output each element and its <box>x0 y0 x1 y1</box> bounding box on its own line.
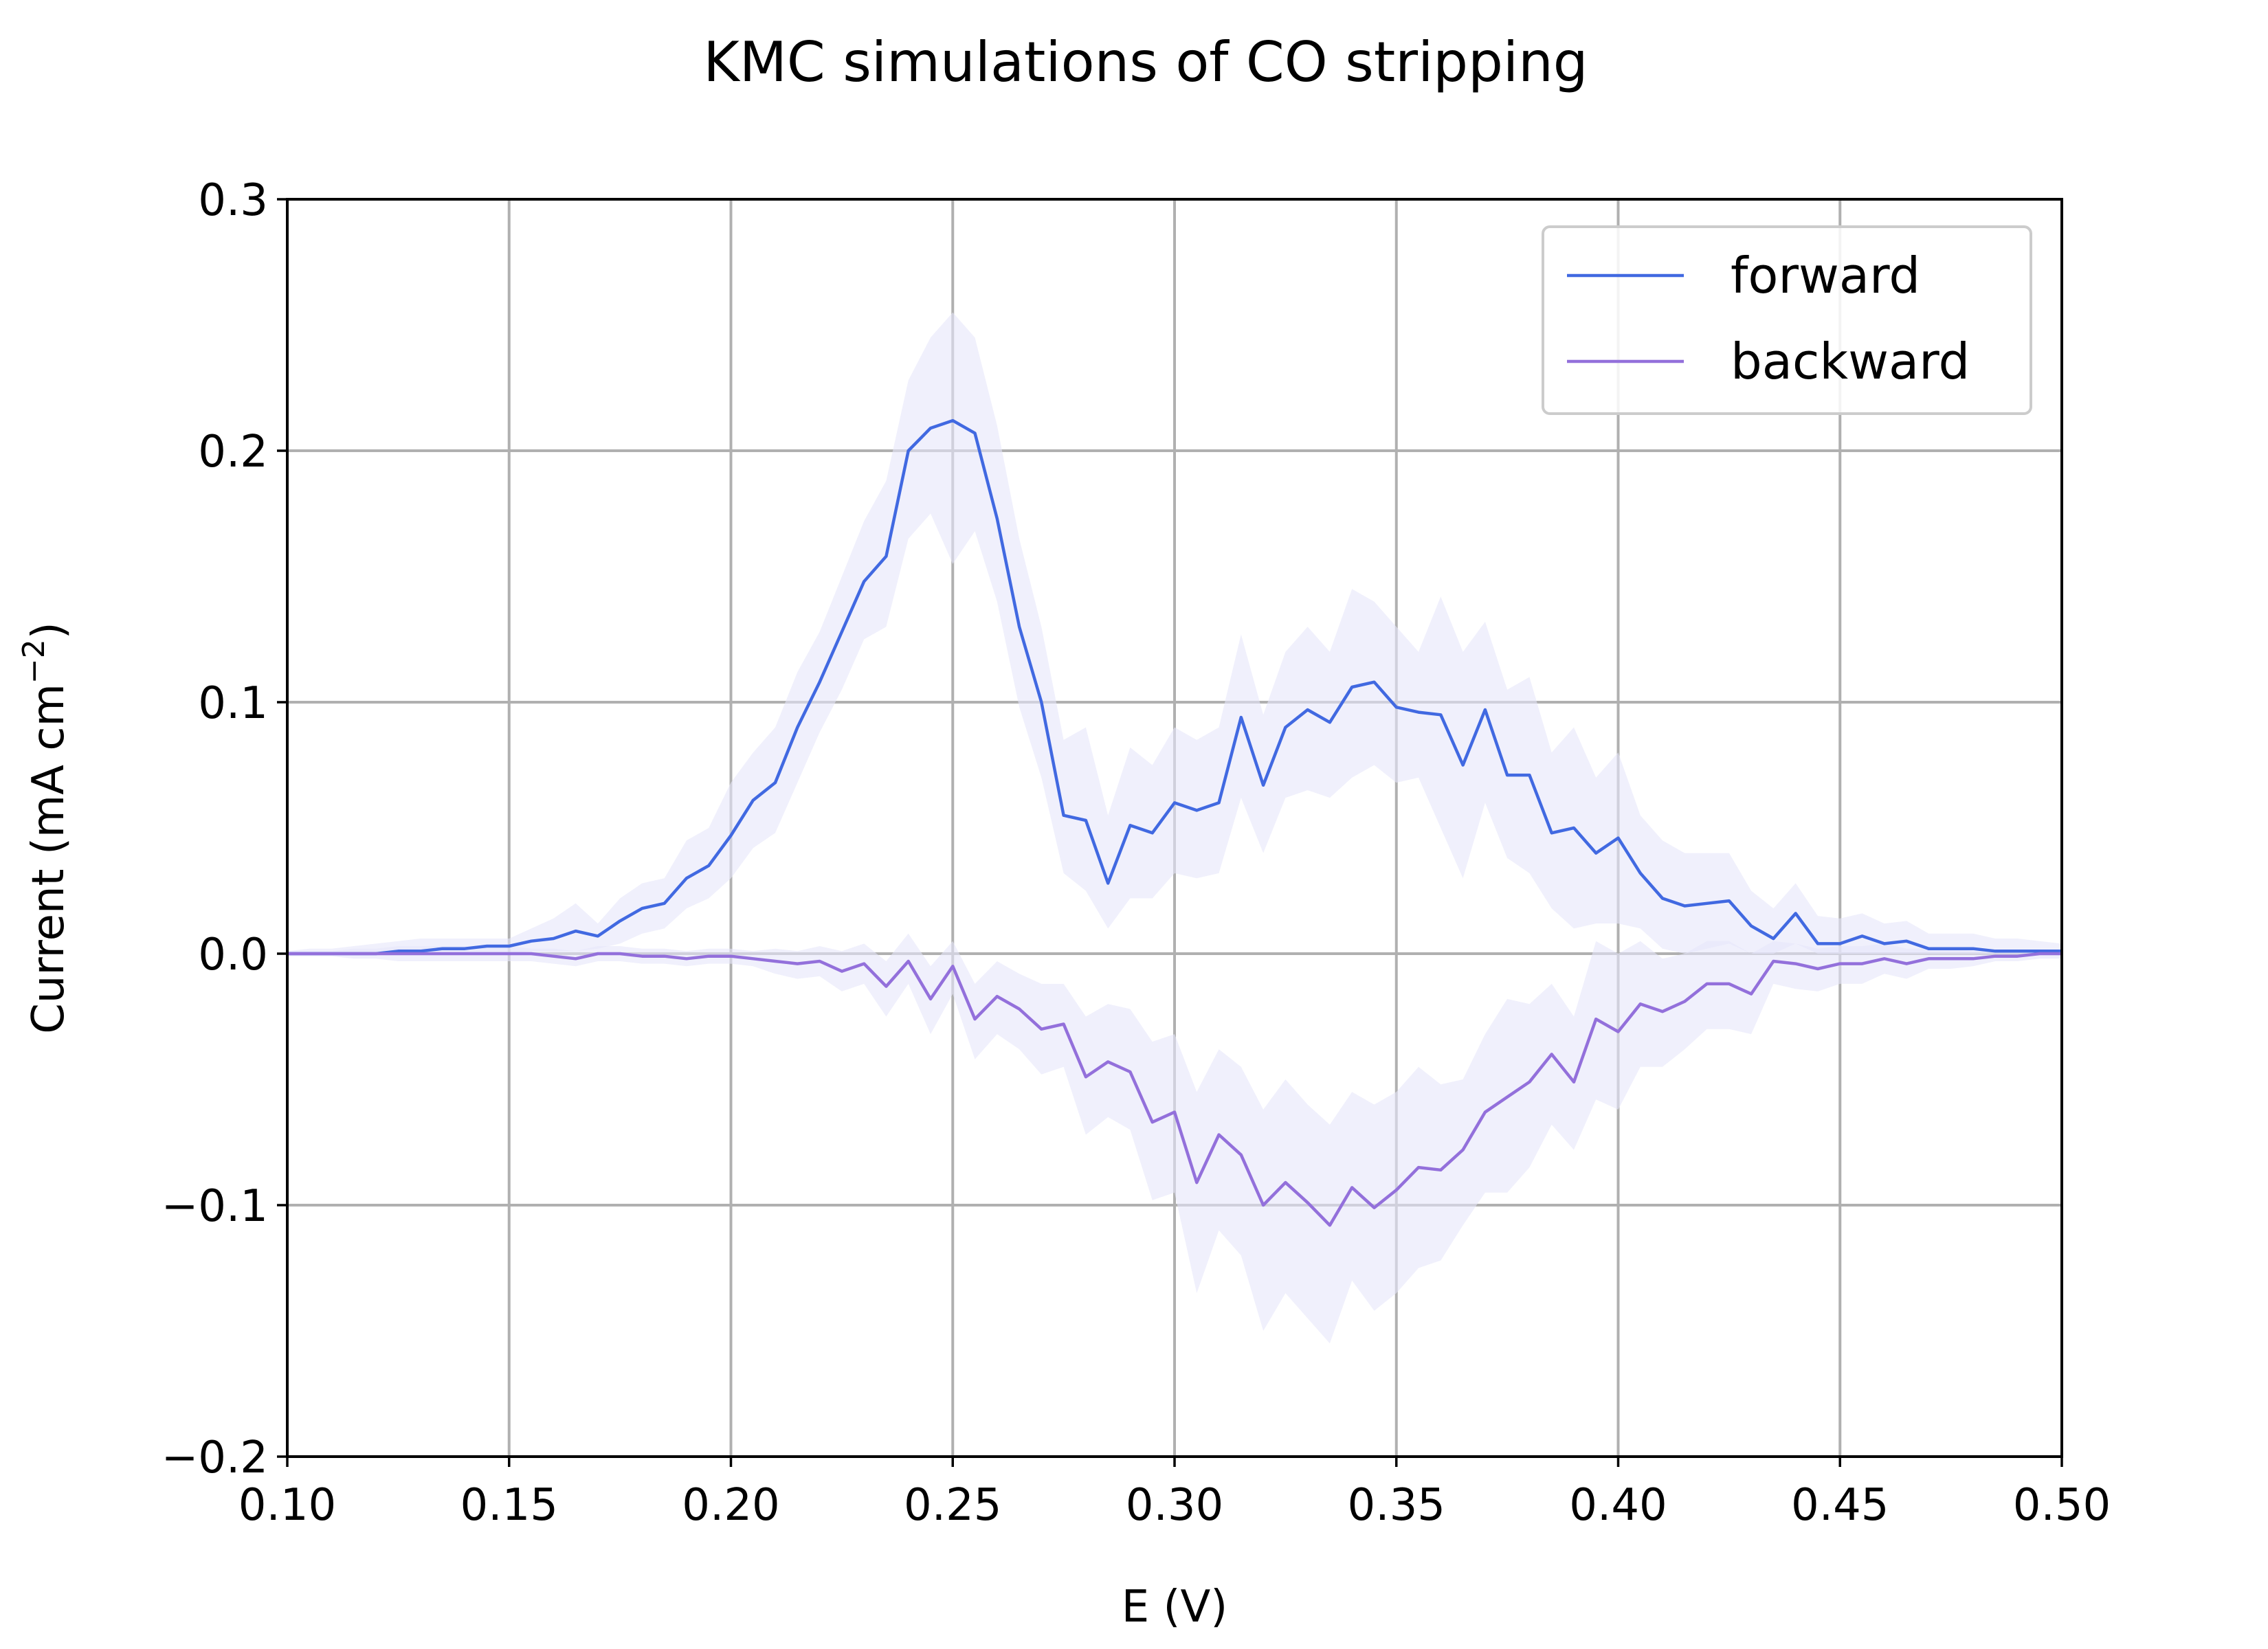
y-axis-label-close: ) <box>23 622 74 639</box>
y-axis-ticks: −0.2 −0.1 0.0 0.1 0.2 0.3 <box>162 175 287 1483</box>
band-backward <box>287 933 2062 1344</box>
x-tick-label-3: 0.25 <box>904 1480 1002 1531</box>
y-tick-label-0: −0.2 <box>162 1433 268 1483</box>
y-axis-label: Current (mA cm−2) <box>16 622 74 1034</box>
confidence-bands <box>287 312 2062 1344</box>
y-tick-label-3: 0.1 <box>198 678 268 729</box>
x-tick-label-7: 0.45 <box>1791 1480 1889 1531</box>
series-line-backward <box>287 952 2062 1227</box>
series-line-forward <box>287 418 2062 956</box>
legend-box <box>1542 225 2032 415</box>
chart-title: KMC simulations of CO stripping <box>703 30 1588 94</box>
y-tick-label-4: 0.2 <box>198 427 268 478</box>
x-axis-ticks: 0.10 0.15 0.20 0.25 0.30 0.35 0.40 0.45 0.50 <box>238 1457 2111 1531</box>
x-tick-label-6: 0.40 <box>1569 1480 1667 1531</box>
x-tick-label-8: 0.50 <box>2013 1480 2111 1531</box>
legend: forward backward <box>1542 225 2032 415</box>
y-axis-label-superscript: −2 <box>16 639 52 684</box>
y-tick-label-2: 0.0 <box>198 930 268 980</box>
x-tick-label-2: 0.20 <box>682 1480 780 1531</box>
y-axis-label-main: Current (mA cm <box>23 684 74 1034</box>
x-axis-label: E (V) <box>1122 1582 1228 1633</box>
x-tick-label-0: 0.10 <box>238 1480 337 1531</box>
y-tick-label-1: −0.1 <box>162 1181 268 1232</box>
x-tick-label-4: 0.30 <box>1126 1480 1224 1531</box>
x-tick-label-1: 0.15 <box>460 1480 559 1531</box>
series-lines <box>287 418 2062 1227</box>
legend-label-forward: forward <box>1731 247 1920 304</box>
y-tick-label-5: 0.3 <box>198 175 268 226</box>
band-forward <box>287 312 2062 954</box>
x-tick-label-5: 0.35 <box>1348 1480 1446 1531</box>
legend-label-backward: backward <box>1731 333 1970 390</box>
